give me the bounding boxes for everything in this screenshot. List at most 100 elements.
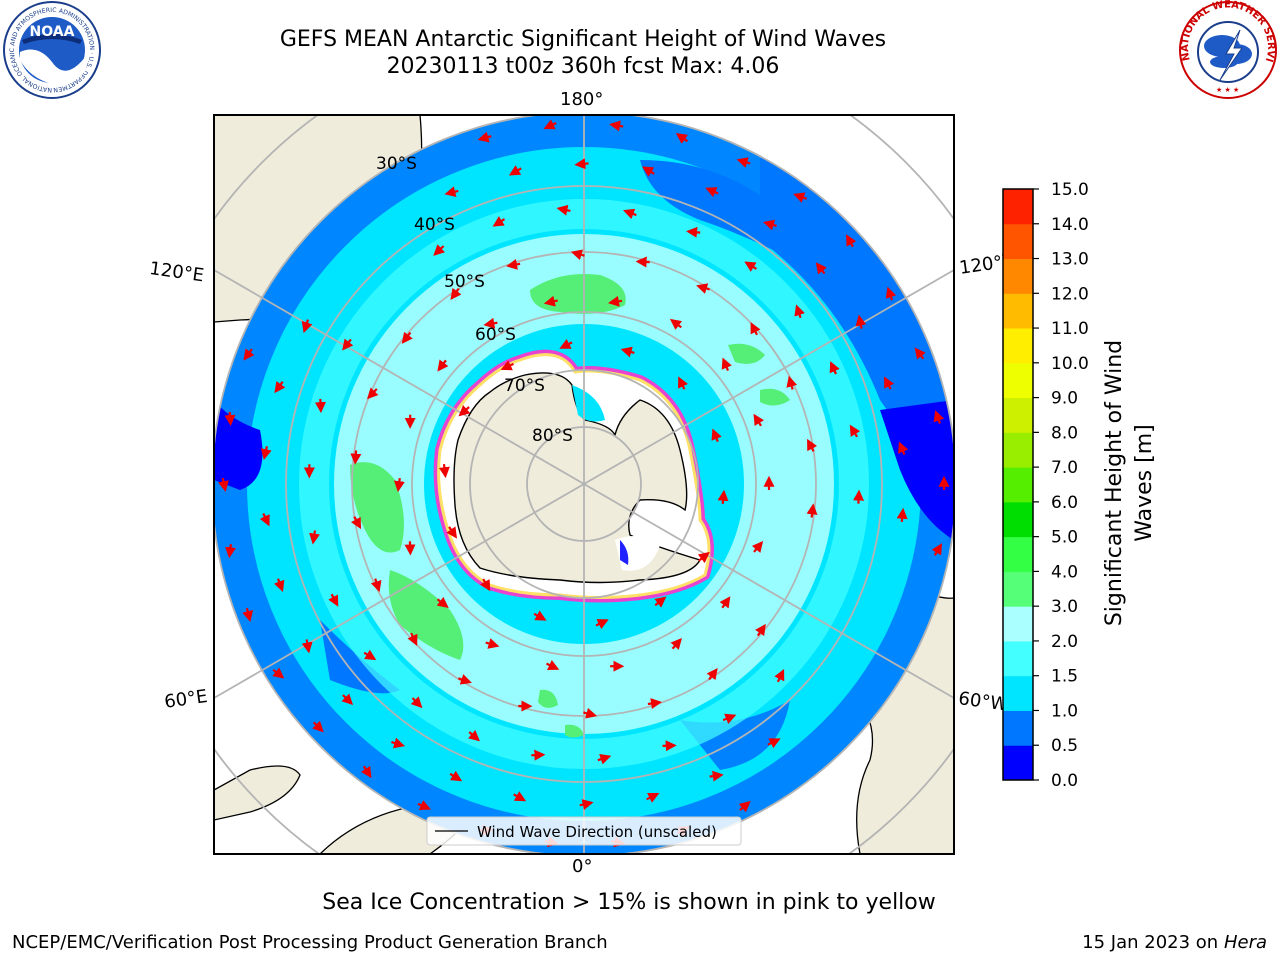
wave-direction-arrow bbox=[366, 387, 379, 400]
polar-map: 30°S 40°S 50°S 60°S 70°S 80°S Wind Wave … bbox=[213, 114, 955, 855]
wave-direction-arrow bbox=[407, 632, 418, 646]
wave-direction-arrow bbox=[751, 541, 764, 553]
colorbar-band bbox=[1003, 606, 1033, 642]
lon-label-0: 0° bbox=[572, 856, 593, 877]
wave-direction-arrow bbox=[678, 376, 688, 390]
antarctica bbox=[433, 349, 714, 603]
colorbar-tick-label: 5.0 bbox=[1051, 528, 1078, 548]
wave-direction-arrow bbox=[350, 516, 362, 530]
wave-direction-arrow bbox=[933, 410, 945, 424]
lat-label-30s: 30°S bbox=[376, 154, 417, 174]
colorbar-band bbox=[1003, 640, 1033, 677]
wave-direction-arrow bbox=[885, 286, 897, 301]
lon-label-180: 180° bbox=[560, 89, 604, 110]
wave-direction-arrow bbox=[762, 219, 777, 231]
nws-logo: NATIONAL WEATHER SERVICE ★ ★ ★ bbox=[1176, 0, 1277, 99]
wave-direction-arrow bbox=[480, 578, 491, 592]
wave-direction-arrow bbox=[259, 513, 270, 527]
wave-direction-arrow bbox=[546, 660, 560, 670]
colorbar-tick-label: 4.0 bbox=[1051, 562, 1078, 582]
wind-wave-arrows bbox=[218, 119, 950, 848]
wave-direction-arrow bbox=[706, 668, 718, 681]
colorbar-band bbox=[1003, 397, 1033, 433]
colorbar-tick-label: 1.5 bbox=[1051, 667, 1078, 687]
wave-direction-arrow bbox=[242, 607, 254, 623]
wave-direction-arrow bbox=[436, 596, 449, 608]
wave-direction-arrow bbox=[312, 720, 324, 733]
lon-label-120e: 120°E bbox=[148, 258, 206, 287]
sea-ice-note: Sea Ice Concentration > 15% is shown in … bbox=[322, 890, 936, 915]
wave-direction-arrow bbox=[855, 314, 867, 329]
wave-direction-arrow bbox=[513, 791, 527, 802]
noaa-logo: NATIONAL OCEANIC AND ATMOSPHERIC ADMINIS… bbox=[0, 0, 101, 99]
colorbar-band bbox=[1003, 293, 1033, 329]
wave-direction-arrow bbox=[669, 318, 683, 330]
wave-direction-arrow bbox=[646, 792, 660, 803]
colorbar-band bbox=[1003, 745, 1033, 781]
graticule bbox=[214, 115, 954, 854]
wave-direction-arrow bbox=[623, 208, 637, 220]
colorbar-tick-label: 0.0 bbox=[1051, 771, 1078, 791]
wave-direction-arrow bbox=[350, 450, 362, 465]
wave-direction-arrow bbox=[786, 375, 798, 390]
colorbar-band bbox=[1003, 501, 1033, 538]
wave-direction-arrow bbox=[898, 441, 909, 456]
footer-credit: NCEP/EMC/Verification Post Processing Pr… bbox=[12, 932, 608, 953]
wave-direction-arrow bbox=[218, 477, 229, 493]
wave-direction-arrow bbox=[931, 543, 943, 556]
wave-direction-arrow bbox=[272, 667, 285, 679]
wave-direction-arrow bbox=[477, 131, 492, 143]
map-subtitle: 20230113 t00z 360h fcst Max: 4.06 bbox=[386, 54, 780, 79]
wave-direction-arrow bbox=[696, 283, 710, 294]
wave-direction-arrow bbox=[437, 359, 449, 372]
noaa-logo-text: NOAA bbox=[30, 24, 75, 40]
colorbar-tick-label: 1.0 bbox=[1051, 701, 1078, 721]
wave-direction-arrow bbox=[767, 738, 781, 749]
colorbar-tick-label: 14.0 bbox=[1051, 215, 1089, 235]
colorbar-tick-label: 11.0 bbox=[1051, 319, 1089, 339]
colorbar-label-line1: Significant Height of Wind bbox=[1102, 339, 1127, 627]
wave-direction-arrow bbox=[807, 438, 818, 452]
wave-direction-arrow bbox=[884, 376, 895, 390]
wave-direction-arrow bbox=[697, 551, 710, 564]
wave-direction-arrow bbox=[468, 729, 480, 742]
colorbar-tick-label: 7.0 bbox=[1051, 458, 1078, 478]
wave-direction-arrow bbox=[620, 346, 635, 358]
wave-direction-arrow bbox=[225, 544, 236, 559]
wave-direction-arrow bbox=[559, 338, 573, 349]
colorbar-band bbox=[1003, 536, 1033, 572]
wave-direction-arrow bbox=[815, 262, 827, 275]
wave-direction-arrow bbox=[446, 526, 458, 539]
wave-direction-arrow bbox=[793, 192, 807, 203]
wave-direction-arrow bbox=[717, 489, 729, 505]
wave-direction-arrow bbox=[433, 244, 446, 256]
wave-direction-arrow bbox=[709, 770, 724, 782]
colorbar-tick-label: 3.0 bbox=[1051, 597, 1078, 617]
wave-direction-arrow bbox=[543, 295, 558, 307]
colorbar-label-line2: Waves [m] bbox=[1132, 424, 1157, 542]
wave-direction-arrow bbox=[686, 226, 701, 238]
colorbar-band bbox=[1003, 328, 1033, 364]
wave-direction-arrow bbox=[670, 638, 682, 650]
colorbar-band bbox=[1003, 710, 1033, 746]
colorbar-tick-label: 15.0 bbox=[1051, 180, 1089, 200]
lat-label-70s: 70°S bbox=[504, 376, 545, 396]
colorbar-band bbox=[1003, 432, 1033, 468]
lat-label-80s: 80°S bbox=[532, 426, 573, 446]
footer-date: 15 Jan 2023 on Hera bbox=[1082, 932, 1267, 953]
wave-direction-arrow bbox=[744, 261, 757, 272]
wave-direction-arrow bbox=[736, 157, 751, 168]
wave-direction-arrow bbox=[438, 463, 450, 479]
wave-direction-arrow bbox=[449, 770, 463, 782]
wave-direction-arrow bbox=[341, 693, 354, 706]
colorbar-band bbox=[1003, 675, 1033, 711]
wave-direction-arrow bbox=[444, 186, 459, 198]
colorbar-tick-label: 6.0 bbox=[1051, 493, 1078, 513]
wave-direction-arrow bbox=[492, 216, 506, 227]
svg-text:★ ★ ★: ★ ★ ★ bbox=[1216, 86, 1239, 94]
wave-direction-arrow bbox=[675, 133, 689, 144]
map-legend: Wind Wave Direction (unscaled) bbox=[426, 816, 742, 846]
map-frame bbox=[213, 114, 955, 855]
colorbar: 0.0 0.5 1.0 1.5 2.0 3.0 4.0 5.0 6.0 7.0 8.0 9.0 10.0… bbox=[1002, 180, 1089, 791]
wave-direction-arrow bbox=[849, 424, 861, 438]
